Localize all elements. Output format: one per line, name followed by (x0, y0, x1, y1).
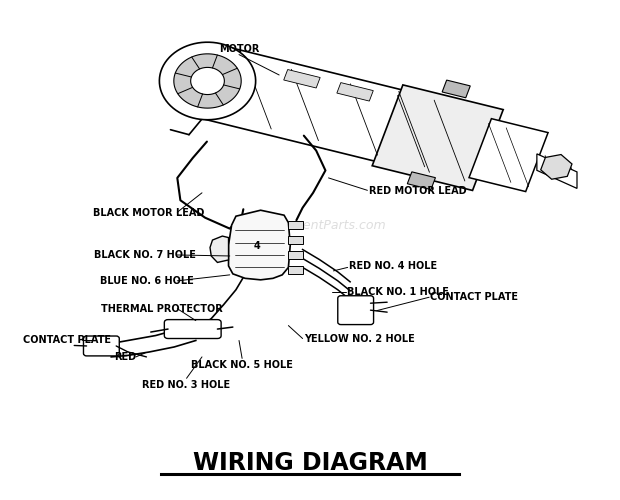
Polygon shape (284, 70, 320, 88)
Polygon shape (191, 68, 224, 94)
Polygon shape (407, 172, 435, 190)
Polygon shape (159, 42, 255, 120)
Polygon shape (229, 210, 290, 280)
Text: eReplacementParts.com: eReplacementParts.com (234, 218, 386, 232)
Polygon shape (288, 236, 303, 244)
Polygon shape (442, 80, 471, 98)
Polygon shape (210, 236, 229, 262)
FancyBboxPatch shape (84, 336, 119, 356)
Text: 4: 4 (254, 241, 260, 251)
Text: CONTACT PLATE: CONTACT PLATE (23, 336, 111, 345)
FancyBboxPatch shape (338, 296, 374, 324)
Text: CONTACT PLATE: CONTACT PLATE (430, 292, 518, 302)
Polygon shape (541, 154, 572, 180)
FancyBboxPatch shape (164, 320, 221, 338)
Polygon shape (288, 251, 303, 259)
Text: BLACK NO. 1 HOLE: BLACK NO. 1 HOLE (347, 288, 449, 298)
Polygon shape (537, 154, 577, 188)
Text: THERMAL PROTECTOR: THERMAL PROTECTOR (102, 304, 223, 314)
Polygon shape (337, 82, 373, 101)
Polygon shape (288, 266, 303, 274)
Polygon shape (174, 54, 241, 108)
Polygon shape (197, 46, 460, 176)
Text: YELLOW NO. 2 HOLE: YELLOW NO. 2 HOLE (304, 334, 415, 344)
Polygon shape (469, 118, 548, 192)
Polygon shape (288, 221, 303, 229)
Text: BLACK NO. 7 HOLE: BLACK NO. 7 HOLE (94, 250, 196, 260)
Text: RED NO. 4 HOLE: RED NO. 4 HOLE (349, 262, 437, 272)
Text: BLUE NO. 6 HOLE: BLUE NO. 6 HOLE (100, 276, 194, 286)
Text: RED NO. 3 HOLE: RED NO. 3 HOLE (143, 380, 231, 390)
Text: RED MOTOR LEAD: RED MOTOR LEAD (369, 186, 466, 196)
Text: BLACK NO. 5 HOLE: BLACK NO. 5 HOLE (191, 360, 293, 370)
Text: BLACK MOTOR LEAD: BLACK MOTOR LEAD (93, 208, 204, 218)
Text: RED: RED (114, 352, 136, 362)
Text: WIRING DIAGRAM: WIRING DIAGRAM (193, 451, 427, 475)
Polygon shape (372, 85, 503, 190)
Text: MOTOR: MOTOR (219, 44, 259, 54)
